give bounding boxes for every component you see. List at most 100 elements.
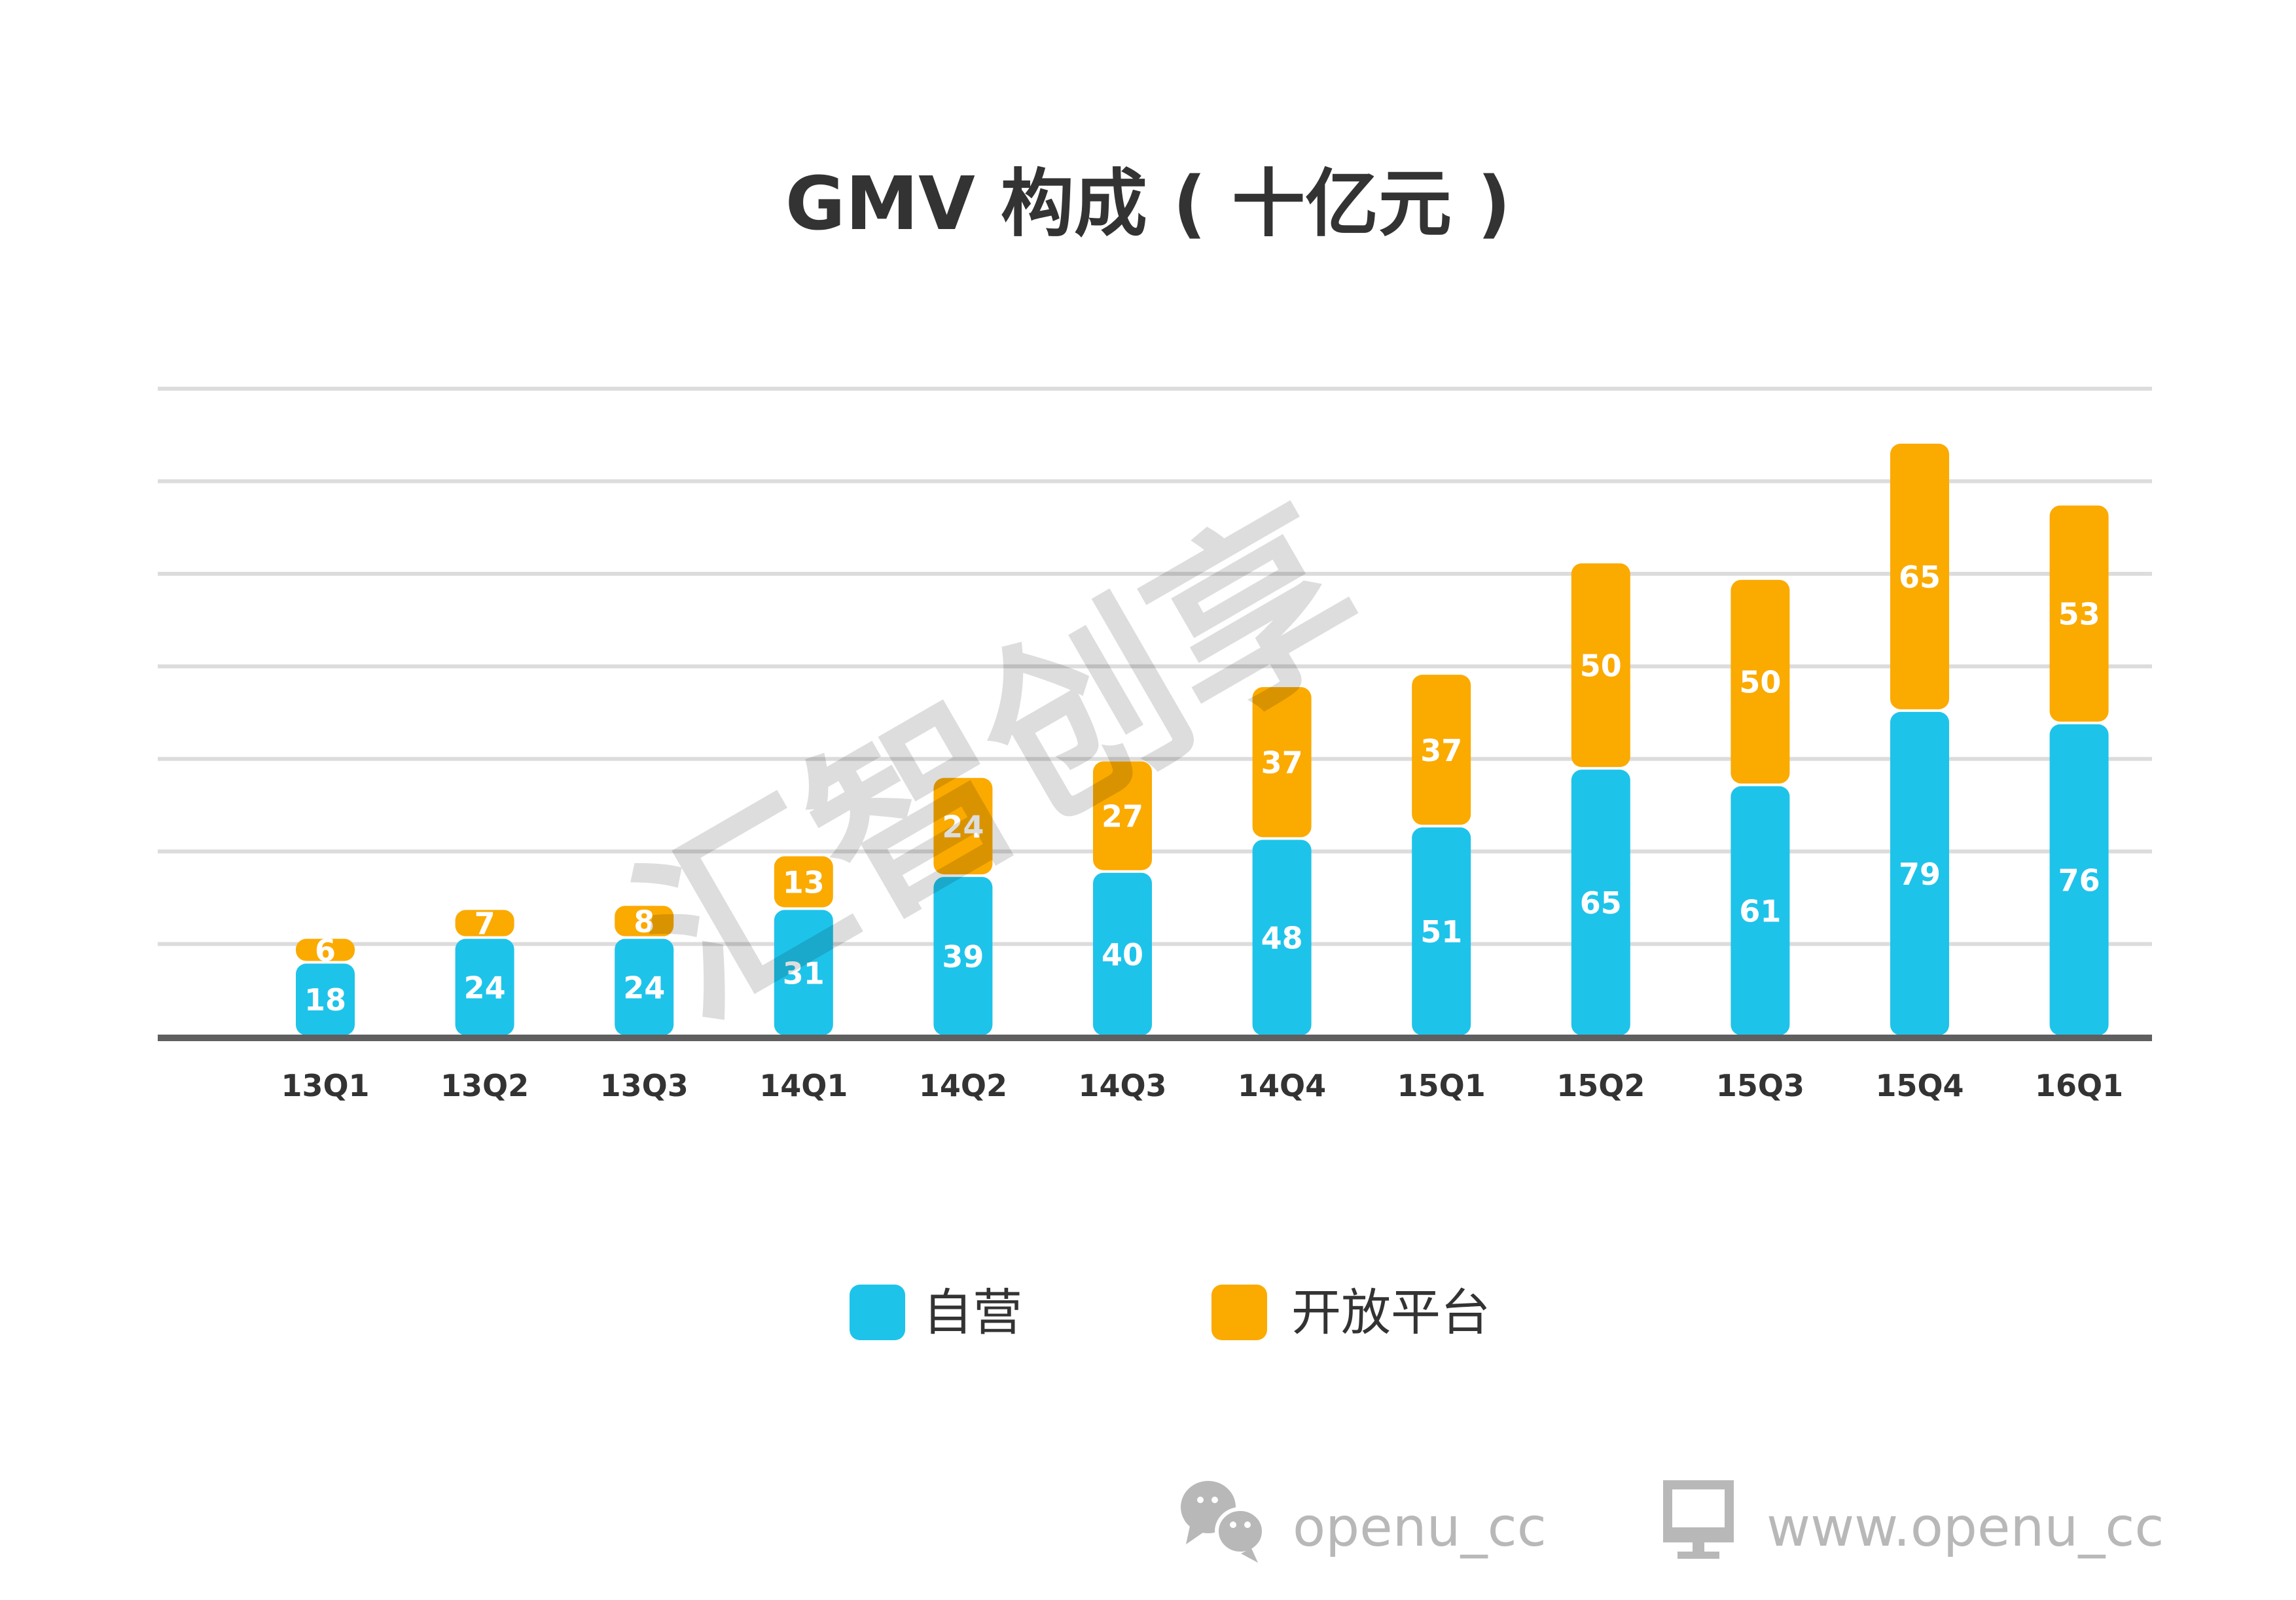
monitor-icon xyxy=(1663,1480,1734,1559)
bar[interactable] xyxy=(1890,443,1949,709)
bar[interactable] xyxy=(1412,675,1471,825)
data-label: 37 xyxy=(1261,745,1303,781)
bar-segment-13Q1-open-platform[interactable]: 6 xyxy=(296,933,355,969)
data-label: 24 xyxy=(942,809,984,844)
x-tick-label: 15Q3 xyxy=(1716,1068,1804,1103)
bar-segment-13Q1-self-operated[interactable]: 18 xyxy=(296,963,355,1035)
bar[interactable] xyxy=(933,777,993,875)
bar-segment-15Q1-open-platform[interactable]: 37 xyxy=(1412,675,1471,825)
bar[interactable] xyxy=(455,938,514,1035)
bar-segment-16Q1-open-platform[interactable]: 53 xyxy=(2049,505,2109,722)
gridline xyxy=(158,942,2152,946)
data-label: 7 xyxy=(475,906,495,942)
gridline xyxy=(158,387,2152,391)
wechat-account: openu_cc xyxy=(1293,1497,1547,1559)
bar[interactable] xyxy=(1890,711,1949,1035)
x-tick-label: 15Q2 xyxy=(1556,1068,1645,1103)
bar-segment-14Q1-self-operated[interactable]: 31 xyxy=(774,910,833,1035)
legend-label: 自营 xyxy=(923,1283,1022,1342)
bar[interactable] xyxy=(1252,687,1312,838)
data-label: 39 xyxy=(942,939,984,974)
legend-swatch xyxy=(850,1285,905,1340)
bar-segment-13Q2-open-platform[interactable]: 7 xyxy=(455,906,514,942)
bar-segment-15Q1-self-operated[interactable]: 51 xyxy=(1412,827,1471,1035)
bar[interactable] xyxy=(1093,872,1152,1035)
data-label: 65 xyxy=(1580,885,1622,921)
bar-segment-14Q2-self-operated[interactable]: 39 xyxy=(933,877,993,1035)
gridline xyxy=(158,849,2152,854)
data-label: 48 xyxy=(1261,921,1303,956)
bar[interactable] xyxy=(296,938,355,961)
bar-segment-15Q3-self-operated[interactable]: 61 xyxy=(1731,786,1790,1035)
x-tick-labels: 13Q1 13Q2 13Q3 14Q1 14Q2 14Q3 14Q4 15Q1 15Q2 15Q3… xyxy=(281,1068,2123,1103)
data-label: 6 xyxy=(315,933,336,969)
x-tick-label: 13Q1 xyxy=(281,1068,369,1103)
bar-segment-13Q2-self-operated[interactable]: 24 xyxy=(455,938,514,1035)
bar-segment-15Q3-open-platform[interactable]: 50 xyxy=(1731,580,1790,784)
bar-segment-14Q3-open-platform[interactable]: 27 xyxy=(1093,761,1152,870)
bar[interactable] xyxy=(615,906,674,936)
bar[interactable] xyxy=(933,877,993,1035)
bar-segment-15Q2-open-platform[interactable]: 50 xyxy=(1571,563,1630,768)
bar-segment-14Q2-open-platform[interactable]: 24 xyxy=(933,777,993,875)
bar[interactable] xyxy=(1412,827,1471,1035)
bar-segment-15Q4-self-operated[interactable]: 79 xyxy=(1890,711,1949,1035)
bar[interactable] xyxy=(1571,563,1630,768)
bar[interactable] xyxy=(2049,724,2109,1035)
data-label: 79 xyxy=(1899,857,1941,892)
data-label: 50 xyxy=(1739,665,1781,700)
bar[interactable] xyxy=(615,938,674,1035)
bar[interactable] xyxy=(455,910,514,936)
bar[interactable] xyxy=(1093,761,1152,870)
bar[interactable] xyxy=(1731,786,1790,1035)
legend-swatch xyxy=(1211,1285,1267,1340)
bar[interactable] xyxy=(774,910,833,1035)
data-label: 50 xyxy=(1580,648,1622,683)
legend-item-self-operated[interactable]: 自营 xyxy=(850,1283,1022,1342)
data-label: 51 xyxy=(1420,914,1462,950)
x-tick-label: 14Q2 xyxy=(919,1068,1007,1103)
bar-segment-13Q3-self-operated[interactable]: 24 xyxy=(615,938,674,1035)
bar-segment-15Q4-open-platform[interactable]: 65 xyxy=(1890,443,1949,709)
data-label: 76 xyxy=(2058,862,2100,898)
data-label: 8 xyxy=(634,904,655,939)
bar[interactable] xyxy=(774,856,833,908)
wechat-icon xyxy=(1181,1481,1266,1563)
gridline xyxy=(158,756,2152,761)
data-label: 31 xyxy=(783,955,825,991)
gridline xyxy=(158,479,2152,484)
data-label: 13 xyxy=(783,865,825,900)
data-label: 24 xyxy=(464,970,506,1005)
data-label: 65 xyxy=(1899,560,1941,595)
bar-segment-14Q1-open-platform[interactable]: 13 xyxy=(774,856,833,908)
x-tick-label: 14Q3 xyxy=(1078,1068,1166,1103)
bar[interactable] xyxy=(1252,840,1312,1035)
gridlines xyxy=(158,387,2152,946)
gridline xyxy=(158,664,2152,669)
legend: 自营 开放平台 xyxy=(850,1283,1490,1342)
bar[interactable] xyxy=(2049,505,2109,722)
bar[interactable] xyxy=(296,963,355,1035)
website-url[interactable]: www.openu_cc xyxy=(1767,1497,2164,1559)
bar-segment-15Q2-self-operated[interactable]: 65 xyxy=(1571,770,1630,1035)
data-label: 53 xyxy=(2058,597,2100,632)
bars: 18 6 24 7 24 8 31 13 39 24 40 27 48 37 51 37 65 50 61 50 79 6… xyxy=(296,443,2109,1035)
data-label: 40 xyxy=(1102,937,1143,972)
x-axis-baseline xyxy=(158,1035,2152,1041)
data-label: 61 xyxy=(1739,894,1781,929)
legend-item-open-platform[interactable]: 开放平台 xyxy=(1211,1283,1490,1342)
x-tick-label: 14Q4 xyxy=(1238,1068,1326,1103)
bar-segment-13Q3-open-platform[interactable]: 8 xyxy=(615,904,674,939)
bar[interactable] xyxy=(1571,770,1630,1035)
x-tick-label: 13Q2 xyxy=(440,1068,529,1103)
bar-segment-14Q3-self-operated[interactable]: 40 xyxy=(1093,872,1152,1035)
data-label: 18 xyxy=(304,982,346,1018)
bar-segment-14Q4-open-platform[interactable]: 37 xyxy=(1252,687,1312,838)
bar[interactable] xyxy=(1731,580,1790,784)
data-label: 27 xyxy=(1102,799,1143,834)
gridline xyxy=(158,571,2152,576)
bar-segment-14Q4-self-operated[interactable]: 48 xyxy=(1252,840,1312,1035)
bar-segment-16Q1-self-operated[interactable]: 76 xyxy=(2049,724,2109,1035)
x-tick-label: 13Q3 xyxy=(600,1068,689,1103)
